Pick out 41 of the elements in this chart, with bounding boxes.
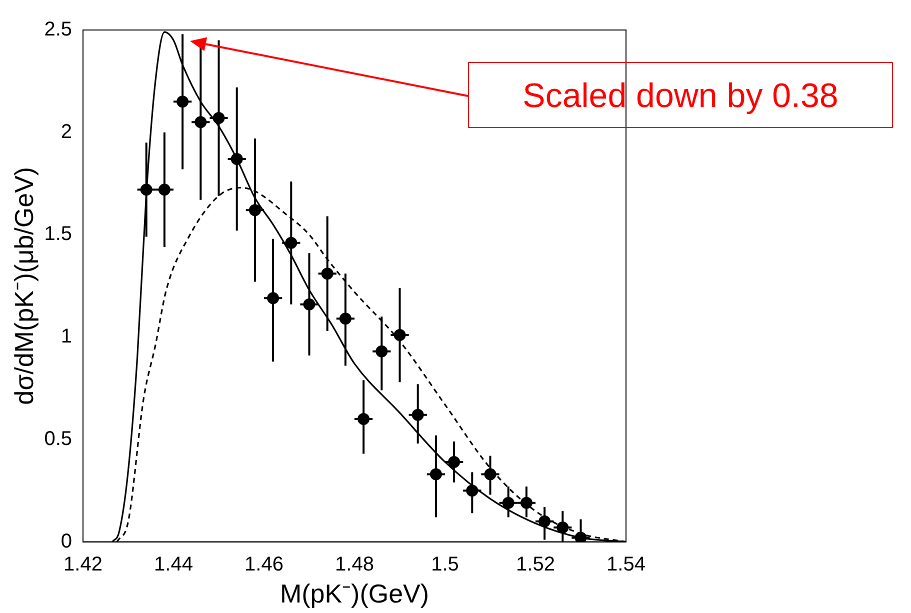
point <box>520 496 532 509</box>
x-tick-label: 1.46 <box>244 553 284 576</box>
point <box>140 184 152 196</box>
point <box>430 468 442 480</box>
annotation: Scaled down by 0.38 <box>468 62 893 128</box>
point <box>394 329 406 342</box>
x-tick-label: 1.44 <box>154 553 193 576</box>
point <box>448 456 460 468</box>
x-axis-title: M(pK⁻)(GeV) <box>280 578 430 609</box>
point <box>176 96 189 108</box>
y-tick-label: 1 <box>60 326 72 348</box>
y-axis-title: dσ/dM(pK⁻)(μb/GeV) <box>8 166 39 405</box>
point <box>339 312 352 325</box>
point <box>285 236 298 249</box>
y-tick-label: 0 <box>60 530 72 552</box>
point <box>267 292 280 304</box>
x-tick-label: 1.52 <box>516 553 555 576</box>
x-tick-label: 1.48 <box>335 553 374 576</box>
point <box>230 152 243 165</box>
point <box>412 408 424 421</box>
point <box>466 484 478 497</box>
y-tick-label: 0.5 <box>44 428 72 450</box>
point <box>321 268 334 280</box>
point <box>376 345 388 358</box>
y-tick-label: 2.5 <box>44 18 72 41</box>
point <box>484 468 496 480</box>
point <box>556 521 569 534</box>
point <box>538 515 551 528</box>
point <box>358 412 370 425</box>
point <box>502 496 514 509</box>
y-tick-label: 2 <box>60 120 72 143</box>
point <box>212 112 225 124</box>
x-tick-label: 1.5 <box>431 553 459 576</box>
x-tick-label: 1.54 <box>606 553 646 576</box>
point <box>303 298 316 310</box>
point <box>574 532 587 542</box>
point <box>194 116 207 128</box>
point <box>248 204 261 216</box>
point <box>158 184 170 196</box>
x-tick-label: 1.42 <box>64 553 102 576</box>
y-tick-label: 1.5 <box>44 223 72 246</box>
